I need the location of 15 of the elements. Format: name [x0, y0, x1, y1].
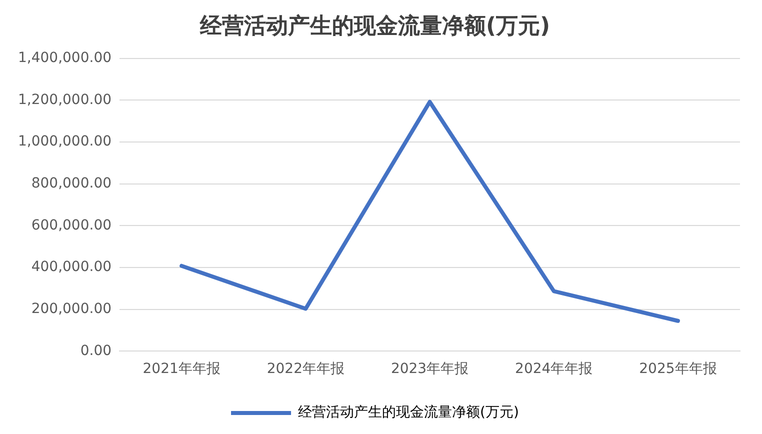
- y-tick-label: 1,000,000.00: [18, 134, 112, 150]
- y-tick-label: 1,400,000.00: [18, 50, 112, 66]
- x-tick-label: 2022年年报: [266, 361, 344, 378]
- x-tick-label: 2024年年报: [515, 361, 593, 378]
- chart-title: 经营活动产生的现金流量净额(万元): [198, 12, 550, 39]
- x-tick-label: 2025年年报: [639, 361, 717, 378]
- x-tick-label: 2021年年报: [142, 361, 220, 378]
- x-tick-label: 2023年年报: [390, 361, 469, 378]
- y-tick-label: 1,200,000.00: [18, 92, 112, 108]
- y-tick-label: 800,000.00: [31, 176, 112, 192]
- legend-label: 经营活动产生的现金流量净额(万元): [298, 404, 519, 421]
- y-tick-label: 600,000.00: [31, 217, 112, 234]
- y-tick-label: 200,000.00: [31, 301, 112, 318]
- y-tick-label: 0.00: [80, 342, 112, 359]
- y-tick-label: 400,000.00: [31, 259, 112, 276]
